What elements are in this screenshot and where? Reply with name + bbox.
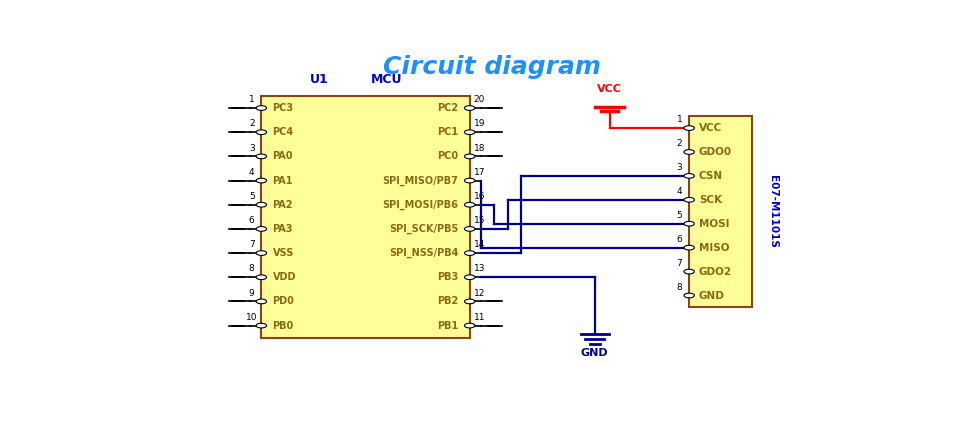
Circle shape bbox=[684, 293, 694, 298]
Text: SCK: SCK bbox=[699, 195, 722, 205]
Circle shape bbox=[465, 323, 475, 328]
Text: VCC: VCC bbox=[699, 123, 722, 133]
Circle shape bbox=[465, 178, 475, 183]
Circle shape bbox=[465, 106, 475, 110]
Text: 7: 7 bbox=[249, 240, 254, 249]
Text: PB2: PB2 bbox=[437, 296, 459, 307]
Circle shape bbox=[256, 275, 267, 279]
Text: PC4: PC4 bbox=[273, 127, 294, 137]
Text: CSN: CSN bbox=[699, 171, 723, 181]
Circle shape bbox=[256, 251, 267, 255]
Circle shape bbox=[256, 202, 267, 207]
Text: 4: 4 bbox=[249, 168, 254, 177]
Circle shape bbox=[256, 227, 267, 231]
Text: 18: 18 bbox=[473, 143, 485, 153]
Circle shape bbox=[465, 299, 475, 304]
Text: U1: U1 bbox=[310, 73, 329, 86]
Circle shape bbox=[465, 251, 475, 255]
Text: VSS: VSS bbox=[273, 248, 294, 258]
Circle shape bbox=[465, 227, 475, 231]
Text: GND: GND bbox=[699, 290, 725, 300]
Text: Circuit diagram: Circuit diagram bbox=[383, 55, 601, 79]
Text: GDO0: GDO0 bbox=[699, 147, 732, 157]
Text: 3: 3 bbox=[249, 143, 254, 153]
Text: 19: 19 bbox=[473, 119, 485, 128]
Text: 1: 1 bbox=[249, 95, 254, 104]
Text: 4: 4 bbox=[677, 187, 683, 196]
Bar bbox=[261, 96, 469, 337]
Circle shape bbox=[684, 269, 694, 274]
Circle shape bbox=[465, 130, 475, 135]
Circle shape bbox=[684, 174, 694, 178]
Text: 1: 1 bbox=[677, 115, 683, 124]
Text: 17: 17 bbox=[473, 168, 485, 177]
Text: 11: 11 bbox=[473, 313, 485, 322]
Circle shape bbox=[256, 323, 267, 328]
Text: 13: 13 bbox=[473, 264, 485, 273]
Text: PA1: PA1 bbox=[273, 176, 293, 186]
Circle shape bbox=[256, 106, 267, 110]
Circle shape bbox=[256, 178, 267, 183]
Text: PB3: PB3 bbox=[437, 272, 459, 282]
Text: 12: 12 bbox=[473, 289, 485, 297]
Circle shape bbox=[684, 221, 694, 226]
Text: PA0: PA0 bbox=[273, 151, 293, 161]
Text: PA2: PA2 bbox=[273, 200, 293, 210]
Text: MISO: MISO bbox=[699, 243, 730, 253]
Text: SPI_MOSI/PB6: SPI_MOSI/PB6 bbox=[383, 200, 459, 210]
Text: 6: 6 bbox=[249, 216, 254, 225]
Circle shape bbox=[465, 202, 475, 207]
Text: 10: 10 bbox=[246, 313, 257, 322]
Text: GND: GND bbox=[581, 348, 609, 358]
Text: 3: 3 bbox=[677, 163, 683, 172]
Text: PC1: PC1 bbox=[438, 127, 459, 137]
Bar bbox=[689, 116, 753, 307]
Text: GDO2: GDO2 bbox=[699, 266, 732, 276]
Text: SPI_SCK/PB5: SPI_SCK/PB5 bbox=[389, 224, 459, 234]
Circle shape bbox=[465, 275, 475, 279]
Text: 20: 20 bbox=[473, 95, 485, 104]
Text: 5: 5 bbox=[677, 211, 683, 220]
Text: 2: 2 bbox=[677, 139, 683, 148]
Text: 9: 9 bbox=[249, 289, 254, 297]
Circle shape bbox=[684, 150, 694, 154]
Text: PA3: PA3 bbox=[273, 224, 293, 234]
Text: 6: 6 bbox=[677, 235, 683, 244]
Text: PC0: PC0 bbox=[438, 151, 459, 161]
Text: 5: 5 bbox=[249, 192, 254, 201]
Circle shape bbox=[465, 154, 475, 159]
Text: 15: 15 bbox=[473, 216, 485, 225]
Text: VDD: VDD bbox=[273, 272, 296, 282]
Text: PC3: PC3 bbox=[273, 103, 294, 113]
Text: PD0: PD0 bbox=[273, 296, 295, 307]
Text: 8: 8 bbox=[677, 283, 683, 292]
Text: 8: 8 bbox=[249, 264, 254, 273]
Circle shape bbox=[684, 126, 694, 130]
Text: 2: 2 bbox=[249, 119, 254, 128]
Circle shape bbox=[684, 198, 694, 202]
Text: PB0: PB0 bbox=[273, 320, 294, 330]
Text: VCC: VCC bbox=[597, 84, 622, 94]
Text: E07-M1101S: E07-M1101S bbox=[768, 175, 779, 248]
Text: 14: 14 bbox=[473, 240, 485, 249]
Text: MOSI: MOSI bbox=[699, 219, 730, 229]
Text: SPI_NSS/PB4: SPI_NSS/PB4 bbox=[389, 248, 459, 258]
Text: SPI_MISO/PB7: SPI_MISO/PB7 bbox=[383, 175, 459, 186]
Text: PB1: PB1 bbox=[437, 320, 459, 330]
Circle shape bbox=[256, 154, 267, 159]
Circle shape bbox=[684, 245, 694, 250]
Text: PC2: PC2 bbox=[438, 103, 459, 113]
Text: MCU: MCU bbox=[371, 73, 402, 86]
Text: 16: 16 bbox=[473, 192, 485, 201]
Circle shape bbox=[256, 130, 267, 135]
Text: 7: 7 bbox=[677, 259, 683, 268]
Circle shape bbox=[256, 299, 267, 304]
